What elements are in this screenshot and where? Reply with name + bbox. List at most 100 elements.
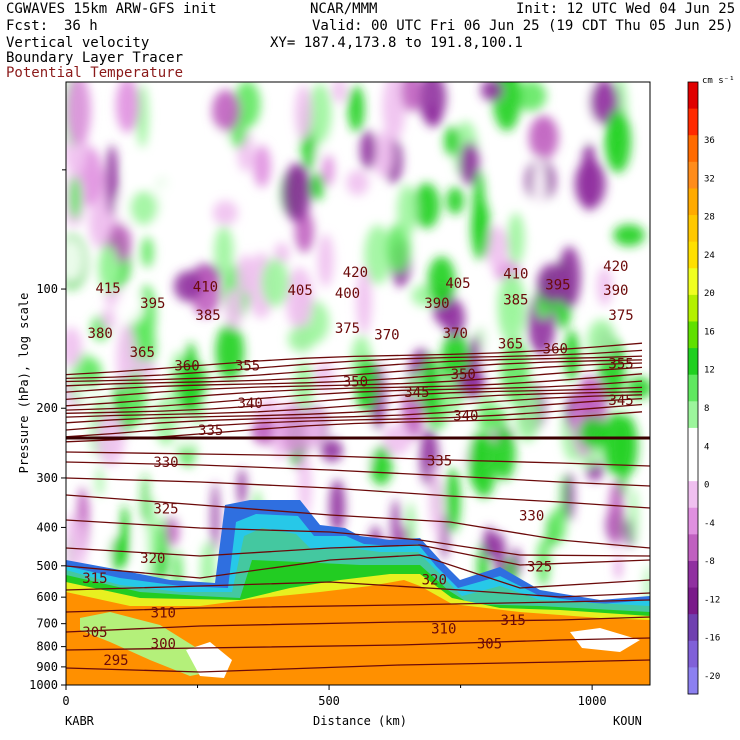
velocity-cell xyxy=(401,82,422,113)
y-tick-label: 1000 xyxy=(29,678,58,692)
colorbar-swatch xyxy=(688,215,698,243)
theta-contour-label: 365 xyxy=(130,345,155,361)
velocity-cell xyxy=(382,82,406,141)
theta-contour-label: 350 xyxy=(343,374,368,390)
isentrope-line xyxy=(66,581,650,598)
velocity-cell xyxy=(105,145,119,217)
isentrope-line xyxy=(66,373,643,407)
velocity-cell xyxy=(95,467,104,497)
boundary-layer-white-patch-2 xyxy=(570,628,640,652)
velocity-cell xyxy=(66,327,83,368)
theta-contour-label: 295 xyxy=(103,653,128,669)
colorbar-tick-label: -16 xyxy=(704,634,720,644)
y-tick-label: 200 xyxy=(36,401,58,415)
velocity-cell xyxy=(329,479,346,534)
velocity-cell xyxy=(485,226,509,270)
theta-contour-label: 305 xyxy=(477,636,502,652)
colorbar-frame xyxy=(687,81,699,695)
theta-contour-label: 360 xyxy=(543,341,568,357)
velocity-cell xyxy=(141,236,154,268)
velocity-cell xyxy=(137,519,150,578)
theta-contour-label: 310 xyxy=(151,606,176,622)
colorbar-tick-label: 12 xyxy=(704,366,715,376)
colorbar-tick-label: 4 xyxy=(704,442,709,452)
velocity-cell xyxy=(66,82,91,146)
velocity-cell xyxy=(211,482,219,554)
velocity-cell xyxy=(285,267,314,331)
velocity-cell xyxy=(283,162,312,223)
theta-contour-label: 340 xyxy=(453,409,478,425)
colorbar-swatch xyxy=(688,135,698,163)
theta-contour-label: 325 xyxy=(153,501,178,517)
theta-contour-label: 370 xyxy=(443,326,468,342)
colorbar-swatch xyxy=(688,401,698,429)
theta-contour-label: 325 xyxy=(527,560,552,576)
velocity-cell xyxy=(253,145,272,188)
colorbar-tick-label: -8 xyxy=(704,557,715,567)
colorbar-swatch xyxy=(688,454,698,482)
field-3-label: Potential Temperature xyxy=(6,65,184,81)
left-endpoint-label: KABR xyxy=(65,714,95,728)
field-2-label: Boundary Layer Tracer xyxy=(6,50,184,66)
velocity-cell xyxy=(355,414,376,467)
colorbar-swatch xyxy=(688,268,698,296)
colorbar-swatch xyxy=(688,294,698,322)
velocity-cell xyxy=(158,515,167,554)
velocity-cell xyxy=(214,226,234,277)
velocity-cell xyxy=(630,274,650,344)
velocity-cell xyxy=(308,83,332,144)
colorbar-swatch xyxy=(688,614,698,642)
isentrope-line xyxy=(66,544,650,566)
colorbar-tick-label: 24 xyxy=(704,251,715,261)
velocity-cell xyxy=(231,396,245,446)
theta-contour-label: 385 xyxy=(195,308,220,324)
isentrope-line xyxy=(66,451,650,467)
colorbar-swatch xyxy=(688,427,698,456)
velocity-cell xyxy=(236,254,255,295)
velocity-cell xyxy=(427,256,456,307)
velocity-cell xyxy=(386,223,411,274)
theta-contour-label: 405 xyxy=(445,276,470,292)
x-axis: 0 500 1000 xyxy=(62,685,607,708)
theta-contour-label: 375 xyxy=(608,308,633,324)
theta-contour-label: 345 xyxy=(404,385,429,401)
theta-contour-label: 370 xyxy=(374,327,399,343)
velocity-cell xyxy=(355,357,378,414)
velocity-cell xyxy=(68,176,82,220)
isentrope-line xyxy=(66,461,650,487)
y-axis-title: Pressure (hPa), log scale xyxy=(17,293,31,474)
colorbar-swatch xyxy=(688,374,698,402)
colorbar-tick-label: 16 xyxy=(704,327,715,337)
velocity-cell xyxy=(564,330,580,381)
velocity-cell xyxy=(159,154,177,226)
theta-contour-label: 340 xyxy=(237,396,262,412)
colorbar-units: cm s⁻¹ xyxy=(702,76,735,86)
velocity-cell xyxy=(532,156,547,227)
isentrope-line xyxy=(66,394,643,424)
y-tick-label: 600 xyxy=(36,590,58,604)
velocity-cell xyxy=(364,225,392,285)
isentrope-line xyxy=(66,659,650,673)
y-axis: 100 200 300 400 500 600 700 800 900 1000 xyxy=(29,169,66,692)
org-label: NCAR/MMM xyxy=(310,1,378,17)
velocity-cell xyxy=(127,164,145,188)
velocity-cell xyxy=(613,224,646,247)
velocity-cell xyxy=(413,182,440,229)
velocity-cell xyxy=(154,396,178,446)
theta-contour-label: 405 xyxy=(287,283,312,299)
velocity-cell xyxy=(356,267,373,335)
velocity-cell xyxy=(443,299,466,338)
isentrope-line xyxy=(66,403,643,438)
isentrope-line xyxy=(66,359,643,387)
velocity-cell xyxy=(478,406,508,431)
isentrope-line xyxy=(66,616,650,633)
init-time: Init: 12 UTC Wed 04 Jun 25 xyxy=(516,1,736,17)
velocity-cell xyxy=(629,487,638,546)
velocity-cell xyxy=(615,555,622,580)
velocity-cell xyxy=(332,82,347,103)
velocity-cell xyxy=(359,130,377,170)
velocity-cell xyxy=(536,538,551,587)
theta-contour-label: 335 xyxy=(427,454,452,470)
velocity-cell xyxy=(424,105,442,128)
valid-time: Valid: 00 UTC Fri 06 Jun 25 (19 CDT Thu … xyxy=(312,18,734,34)
